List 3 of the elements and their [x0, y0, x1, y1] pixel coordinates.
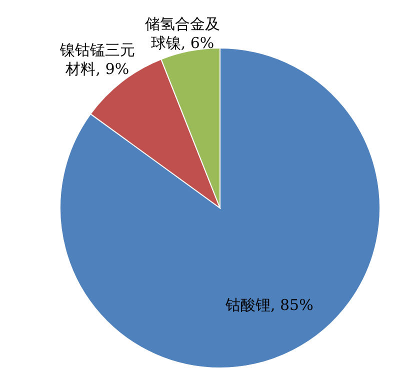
- slice-label: 钴酸锂, 85%: [224, 296, 314, 314]
- slice-label: 储氢合金及球镍, 6%: [145, 15, 220, 52]
- slice-label: 镍钴锰三元材料, 9%: [58, 40, 135, 78]
